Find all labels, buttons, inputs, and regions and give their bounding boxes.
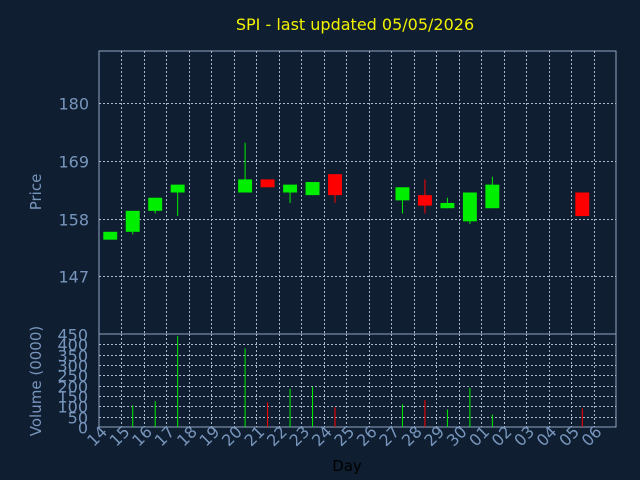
candle-body: [260, 179, 275, 188]
chart-title: SPI - last updated 05/05/2026: [236, 15, 474, 34]
price-y-tick-labels: 147 158 169 180: [58, 95, 89, 287]
candlestick-series: [103, 142, 590, 240]
price-y-tick-label: 169: [58, 153, 89, 172]
volume-y-tick-label: 400: [57, 336, 88, 355]
volume-y-tick-label: 200: [57, 378, 88, 397]
price-y-tick-label: 180: [58, 95, 89, 114]
candle-body: [103, 231, 118, 240]
price-panel: 147 158 169 180: [58, 50, 617, 335]
price-y-tick-label: 147: [58, 268, 89, 287]
volume-y-tick-label: 50: [68, 409, 88, 428]
candle-body: [170, 184, 185, 193]
volume-plot-frame: [98, 333, 617, 428]
candle-body: [305, 182, 320, 196]
volume-y-tick-label: 450: [57, 326, 88, 345]
x-tick-labels: 1415161718192021222324252627282930010203…: [83, 422, 605, 450]
volume-y-tick-label: 150: [57, 388, 88, 407]
candle-body: [283, 184, 298, 193]
price-y-tick-label: 158: [58, 211, 89, 230]
price-gridlines: [99, 51, 616, 334]
candle-body: [417, 195, 432, 206]
volume-bar-series: [132, 336, 583, 427]
candle-body: [125, 210, 140, 232]
candle-body: [148, 197, 163, 211]
volume-axis-label: Volume (0000): [27, 326, 45, 436]
volume-y-tick-label: 250: [57, 367, 88, 386]
candle-body: [395, 187, 410, 201]
candle-body: [440, 202, 455, 209]
candle-body: [485, 184, 500, 209]
candle-body: [575, 192, 590, 217]
price-axis-label: Price: [27, 174, 45, 211]
volume-y-tick-label: 350: [57, 347, 88, 366]
volume-y-tick-label: 300: [57, 357, 88, 376]
x-axis-label: Day: [332, 457, 362, 475]
volume-y-tick-label: 0: [78, 419, 88, 438]
candle-body: [462, 192, 477, 222]
volume-y-tick-label: 100: [57, 398, 88, 417]
candle-body: [328, 174, 342, 196]
candle-body: [238, 179, 253, 193]
volume-gridlines: [99, 334, 616, 427]
